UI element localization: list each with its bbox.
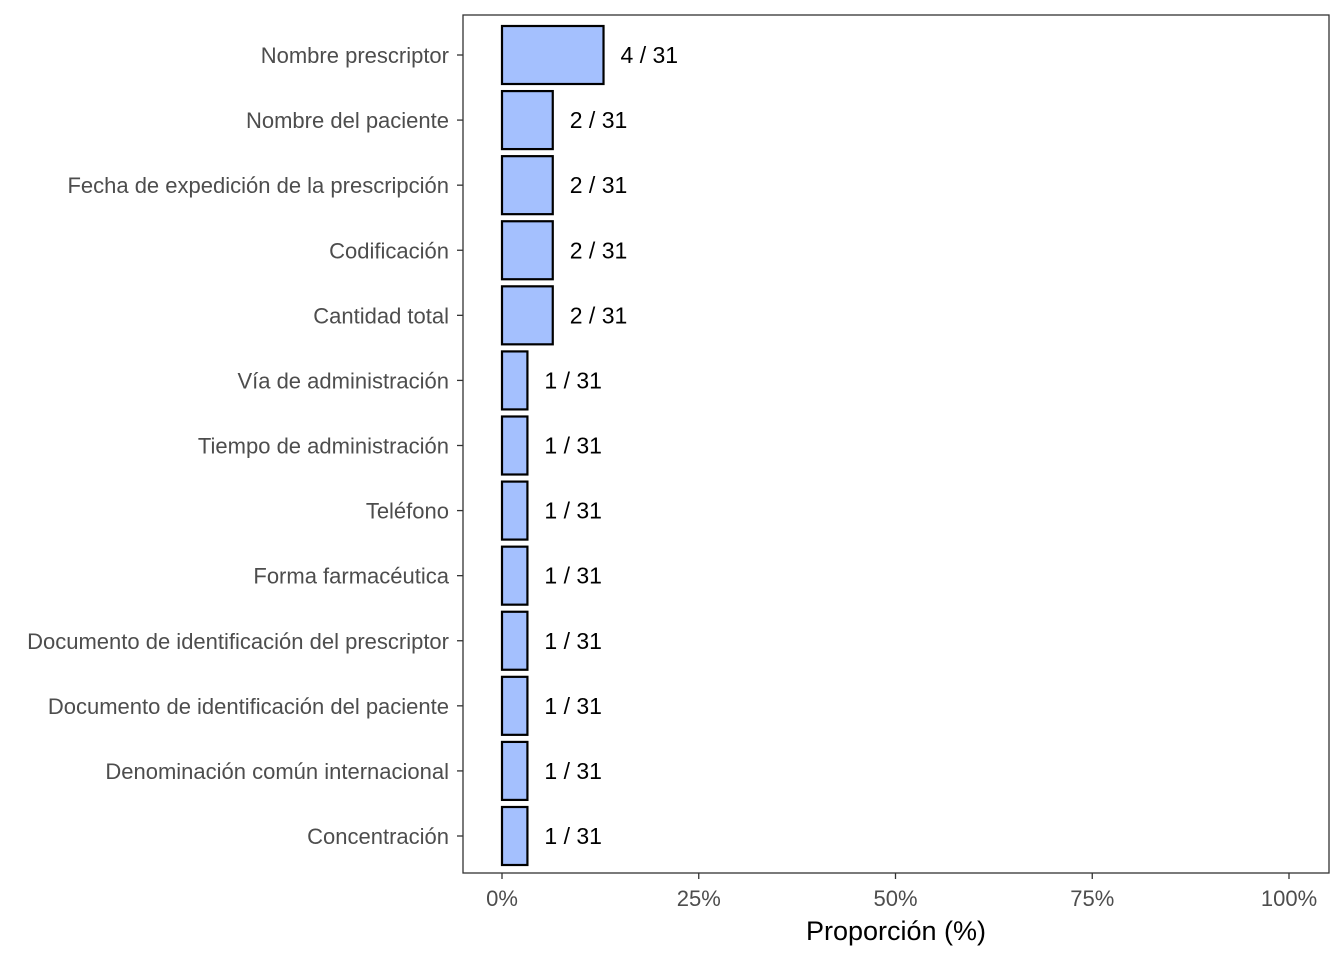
bars-group	[500, 24, 605, 867]
bar-data-label: 2 / 31	[570, 107, 628, 133]
y-tick-label: Codificación	[329, 238, 449, 263]
y-tick-label: Vía de administración	[237, 368, 449, 393]
bar	[500, 740, 529, 802]
y-tick-label: Teléfono	[366, 499, 449, 524]
bar-data-label: 1 / 31	[544, 693, 602, 719]
y-axis: Nombre prescriptor Nombre del paciente Fec…	[27, 43, 463, 849]
y-tick-label: Fecha de expedición de la prescripción	[67, 173, 449, 198]
bar	[500, 155, 554, 216]
bar-data-label: 1 / 31	[544, 823, 602, 849]
bar	[500, 285, 554, 346]
x-tick-label: 0%	[486, 886, 518, 911]
y-tick-label: Documento de identificación del paciente	[48, 694, 449, 719]
x-axis-title: Proporción (%)	[806, 916, 986, 946]
bar-data-label: 1 / 31	[544, 367, 602, 393]
bar-data-label: 2 / 31	[570, 237, 628, 263]
bar-data-label: 2 / 31	[570, 172, 628, 198]
x-tick-label: 75%	[1070, 886, 1114, 911]
y-tick-label: Nombre del paciente	[246, 108, 449, 133]
bar-data-label: 1 / 31	[544, 433, 602, 459]
y-tick-label: Documento de identificación del prescrip…	[27, 629, 449, 654]
bar	[500, 350, 529, 411]
bar	[500, 24, 605, 86]
bar-data-label: 2 / 31	[570, 302, 628, 328]
bar	[500, 220, 554, 281]
bar-data-label: 1 / 31	[544, 563, 602, 589]
data-labels-group: 4 / 31 2 / 31 2 / 31 2 / 31 2 / 31 1 / 31 1 / …	[544, 42, 678, 849]
y-tick-label: Cantidad total	[313, 303, 449, 328]
bar	[500, 480, 529, 541]
bar-data-label: 1 / 31	[544, 498, 602, 524]
bar	[500, 89, 554, 151]
bar-data-label: 1 / 31	[544, 758, 602, 784]
y-tick-label: Tiempo de administración	[198, 434, 449, 459]
bar	[500, 545, 529, 606]
bar	[500, 805, 529, 867]
y-tick-label: Forma farmacéutica	[253, 564, 449, 589]
plot-panel	[462, 14, 1330, 874]
bar	[500, 610, 529, 671]
bar-data-label: 1 / 31	[544, 628, 602, 654]
x-tick-label: 50%	[873, 886, 917, 911]
y-tick-label: Nombre prescriptor	[261, 43, 449, 68]
x-tick-label: 25%	[677, 886, 721, 911]
y-tick-label: Denominación común internacional	[105, 759, 449, 784]
x-axis: 0% 25% 50% 75% 100%	[486, 873, 1317, 911]
x-tick-label: 100%	[1261, 886, 1317, 911]
y-tick-label: Concentración	[307, 824, 449, 849]
bar	[500, 415, 529, 476]
bar	[500, 675, 529, 736]
bar-data-label: 4 / 31	[621, 42, 679, 68]
